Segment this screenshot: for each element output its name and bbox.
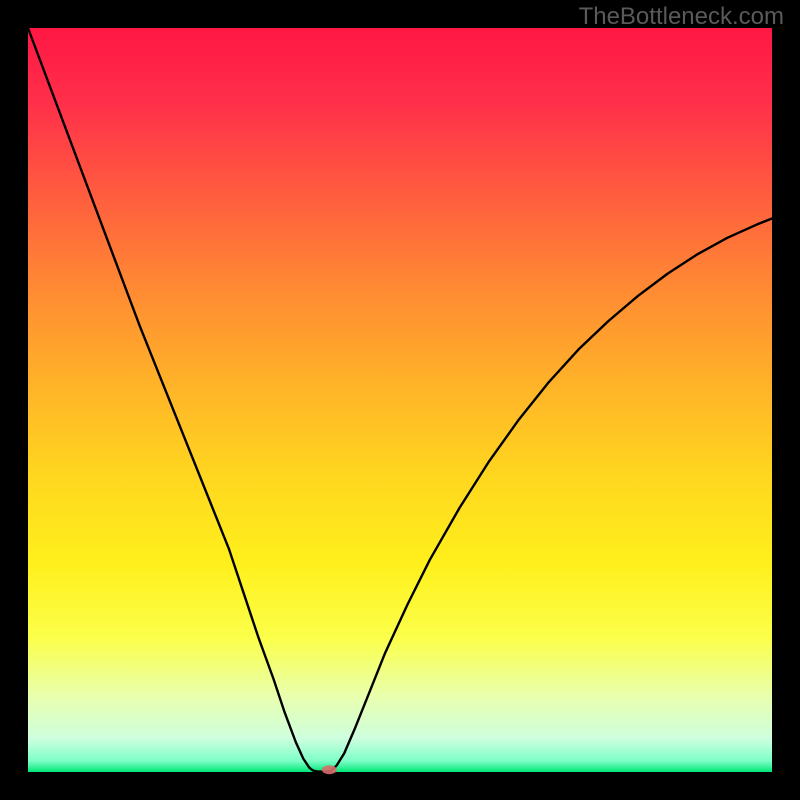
plot-area	[28, 28, 772, 772]
watermark-text: TheBottleneck.com	[579, 3, 784, 31]
optimum-marker	[322, 765, 337, 774]
bottleneck-chart	[0, 0, 800, 800]
